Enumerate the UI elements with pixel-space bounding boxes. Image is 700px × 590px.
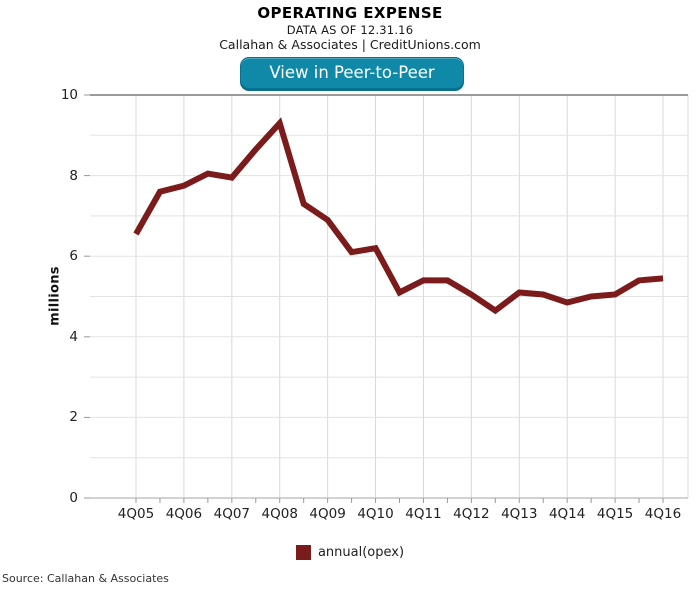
x-axis-tick-label: 4Q09 (309, 506, 346, 522)
y-axis-tick-label: 8 (69, 167, 78, 184)
x-axis-tick-label: 4Q12 (453, 506, 490, 522)
x-axis-tick-label: 4Q08 (261, 506, 298, 522)
view-in-peer-to-peer-button[interactable]: View in Peer-to-Peer (240, 57, 464, 89)
x-axis-tick-label: 4Q13 (501, 506, 538, 522)
y-axis-tick-label: 2 (69, 409, 78, 426)
chart-title: OPERATING EXPENSE (257, 4, 443, 22)
legend-color-swatch (295, 545, 311, 560)
x-axis-tick-label: 4Q15 (596, 506, 634, 522)
x-axis-tick-label: 4Q11 (405, 506, 442, 522)
x-axis-tick-label: 4Q07 (213, 506, 251, 522)
x-axis-tick-label: 4Q05 (117, 506, 155, 522)
x-axis-tick-label: 4Q06 (165, 506, 203, 522)
y-axis-tick-label: 10 (60, 87, 78, 103)
source-attribution: Source: Callahan & Associates (2, 572, 169, 585)
chart-legend: annual(opex) (0, 545, 700, 560)
y-axis-title: millions (47, 266, 63, 326)
x-axis-tick-label: 4Q16 (644, 506, 682, 522)
series-line-annual-opex (133, 117, 664, 315)
x-axis-tick-label: 4Q10 (357, 506, 394, 522)
y-axis-tick-label: 0 (69, 490, 78, 506)
chart-subtitle-date: DATA AS OF 12.31.16 (286, 23, 414, 37)
legend-series-label: annual(opex) (317, 545, 405, 560)
y-axis-tick-label: 4 (69, 328, 78, 345)
y-axis-tick-label: 6 (69, 248, 78, 265)
x-axis-tick-label: 4Q14 (548, 506, 586, 522)
chart-byline: Callahan & Associates | CreditUnions.com (219, 37, 481, 52)
